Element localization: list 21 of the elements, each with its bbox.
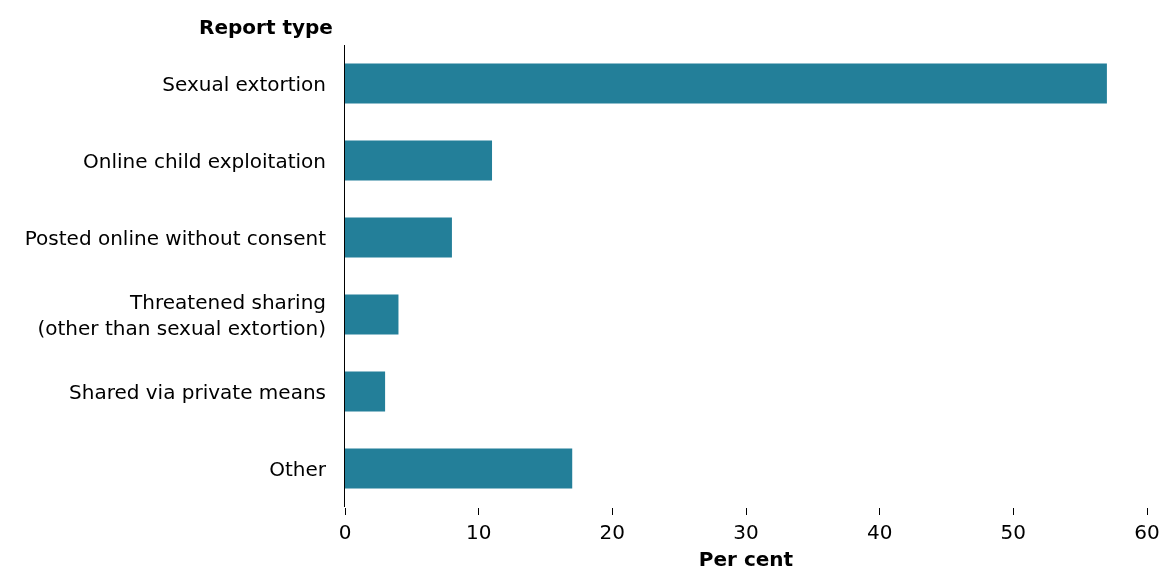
bar [345,371,386,412]
x-axis-title: Per cent [698,546,794,571]
y-tick-label: Posted online without consent [24,225,327,250]
y-axis-title: Report type [199,15,333,39]
x-tick-label: 20 [599,520,626,544]
bar [345,294,399,335]
x-tick-label: 50 [1000,520,1027,544]
y-tick-label: Shared via private means [69,379,326,404]
y-tick-label: Threatened sharing (other than sexual extortion) [37,289,326,340]
x-tick-label: 40 [866,520,893,544]
bar [345,448,573,489]
bar [345,63,1107,104]
x-tick-label: 30 [733,520,759,544]
y-tick-label: Sexual extortion [162,71,326,96]
bar [345,140,493,181]
y-tick-label: Other [269,456,327,481]
y-tick-label: Online child exploitation [83,148,326,173]
x-tick-label: 10 [465,520,492,544]
bar [345,217,452,258]
x-tick-label: 0 [338,520,352,544]
x-tick-label: 60 [1134,520,1160,544]
